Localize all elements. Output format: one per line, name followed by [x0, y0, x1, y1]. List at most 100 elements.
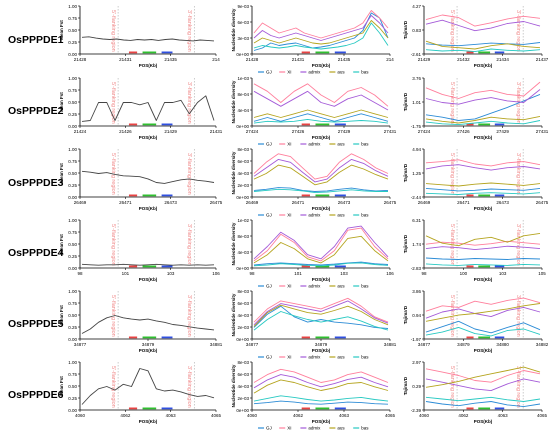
td-4-ytick-label: -1.97 — [411, 337, 422, 342]
td-2-xtick-label: 26469 — [418, 200, 431, 205]
td-0-ytick-label: 4.27 — [412, 4, 421, 9]
nd-0-xlabel: POS(Kb) — [312, 63, 331, 68]
fst-3-xtick-label: 103 — [167, 271, 175, 276]
td-series-GJ-5 — [425, 401, 541, 408]
legend-label-bas: bas — [361, 426, 369, 431]
fst-5-ytick-label: 0.25 — [68, 396, 77, 401]
fst-0-xtick-label: 21435 — [164, 57, 177, 62]
fst-0-ytick-label: 1.00 — [68, 4, 77, 9]
td-5-ytick-label: 2.97 — [412, 360, 421, 365]
fst-3-gene-structure-segment — [142, 265, 157, 268]
nd-5-gene-structure-segment — [315, 407, 330, 410]
td-0-xtick-label: 21432 — [457, 57, 470, 62]
nd-series-GJ-5 — [253, 400, 389, 405]
td-5-ylabel: Tajima'D — [403, 376, 408, 395]
gene-label-1: OsPPPDE1 — [8, 34, 64, 46]
nd-0-ytick-label: 0e+00 — [236, 52, 249, 57]
td-3-xtick-label: 103 — [499, 271, 507, 276]
td-0-flank-left-label: 5'-flanking region — [449, 10, 455, 52]
legend-label-aus: aus — [337, 355, 345, 360]
fst-2-ytick-label: 0.75 — [68, 159, 77, 164]
td-4-xtick-label: 34880 — [496, 342, 509, 347]
nd-series-GJ-3 — [253, 261, 389, 266]
gene-label-3: OsPPPDE3 — [8, 177, 64, 189]
nd-3-gene-structure-segment — [315, 265, 330, 268]
td-series-admix-4 — [425, 306, 541, 319]
nd-series-aus-0 — [253, 20, 389, 45]
nd-series-XI-0 — [253, 10, 389, 39]
fst-4-xlabel: POS(Kb) — [139, 348, 158, 353]
nd-2-ytick-label: 6e-03 — [237, 159, 249, 164]
nd-4-ytick-label: 6e-03 — [237, 301, 249, 306]
td-1-xtick-label: 27426 — [457, 129, 470, 134]
nd-0-ytick-label: 3e-03 — [237, 36, 249, 41]
fst-line-0 — [81, 36, 215, 42]
fst-5-ytick-label: 1.00 — [68, 360, 77, 365]
nd-5-xtick-label: 4063 — [339, 413, 350, 418]
nd-series-aus-3 — [253, 235, 389, 264]
legend-label-XI: XI — [287, 142, 291, 147]
td-series-GJ-4 — [425, 320, 541, 334]
fst-5-ytick-label: 0.50 — [68, 384, 77, 389]
td-2-ytick-label: 4.94 — [412, 147, 421, 152]
td-3-ytick-label: 1.74 — [412, 242, 421, 247]
nd-series-bas-2 — [253, 188, 388, 194]
legend-label-GJ: GJ — [266, 142, 272, 147]
td-5-gene-structure-segment — [478, 407, 491, 410]
legend-label-XI: XI — [287, 70, 291, 75]
td-series-admix-0 — [425, 19, 541, 32]
nd-5-xtick-label: 4062 — [293, 413, 304, 418]
td-2-ylabel: Tajima'D — [403, 163, 408, 182]
nd-1-ytick-label: 8e-04 — [237, 92, 249, 97]
td-2-flank-right-label: 3'-flanking region — [515, 153, 521, 195]
nd-4-ytick-label: 2e-03 — [237, 325, 249, 330]
nd-series-GJ-2 — [253, 187, 389, 192]
nd-2-gene-structure-segment — [315, 194, 330, 197]
legend-label-admix: admix — [308, 284, 321, 289]
nd-series-admix-4 — [253, 300, 389, 326]
td-1-ytick-label: 1.01 — [412, 100, 421, 105]
legend-label-admix: admix — [308, 142, 321, 147]
td-5-gene-structure-segment — [494, 407, 505, 410]
fst-5-gene-structure-segment — [142, 407, 157, 410]
nd-2-xtick-label: 26469 — [246, 200, 259, 205]
legend-label-GJ: GJ — [266, 284, 272, 289]
nd-series-aus-4 — [253, 304, 389, 327]
fst-2-ytick-label: 0.25 — [68, 183, 77, 188]
td-series-admix-5 — [425, 378, 541, 392]
td-0-gene-structure-segment — [494, 51, 505, 54]
fst-3-ytick-label: 0.00 — [68, 266, 77, 271]
td-1-ylabel: Tajima'D — [403, 92, 408, 111]
fst-1-ytick-label: 0.50 — [68, 100, 77, 105]
nd-1-xtick-label: 27426 — [292, 129, 305, 134]
td-4-xlabel: POS(Kb) — [474, 348, 493, 353]
nd-0-xtick-label: 21435 — [338, 57, 351, 62]
fst-0-gene-structure-segment — [142, 51, 157, 54]
fst-0-ytick-label: 0.50 — [68, 28, 77, 33]
td-5-ytick-label: -2.39 — [411, 408, 422, 413]
td-5-xlabel: POS(Kb) — [474, 419, 493, 424]
legend-label-admix: admix — [308, 426, 321, 431]
fst-1-ylabel: Mean Fst — [59, 92, 64, 112]
td-0-ytick-label: -2.61 — [411, 52, 422, 57]
nd-2-ylabel: Nucleotide diversity — [231, 151, 236, 194]
fst-3-ylabel: Mean Fst — [59, 234, 64, 254]
fst-2-xtick-label: 26469 — [74, 200, 87, 205]
legend-label-GJ: GJ — [266, 213, 272, 218]
nd-2-gene-structure-segment — [301, 194, 310, 197]
nd-4-xtick-label: 34879 — [315, 342, 328, 347]
fst-line-2 — [81, 170, 215, 184]
fst-3-ytick-label: 0.75 — [68, 230, 77, 235]
nd-3-gene-structure-segment — [334, 265, 346, 268]
td-series-XI-3 — [425, 240, 541, 246]
fst-2-ylabel: Mean Fst — [59, 163, 64, 183]
td-0-xtick-label: 21429 — [418, 57, 431, 62]
td-2-xtick-label: 26473 — [496, 200, 509, 205]
fst-5-ytick-label: 0.00 — [68, 408, 77, 413]
nd-series-XI-2 — [253, 153, 389, 180]
legend-label-aus: aus — [337, 284, 345, 289]
fst-2-xtick-label: 26473 — [164, 200, 177, 205]
td-0-gene-structure-segment — [466, 51, 474, 54]
nd-series-aus-1 — [253, 109, 389, 118]
